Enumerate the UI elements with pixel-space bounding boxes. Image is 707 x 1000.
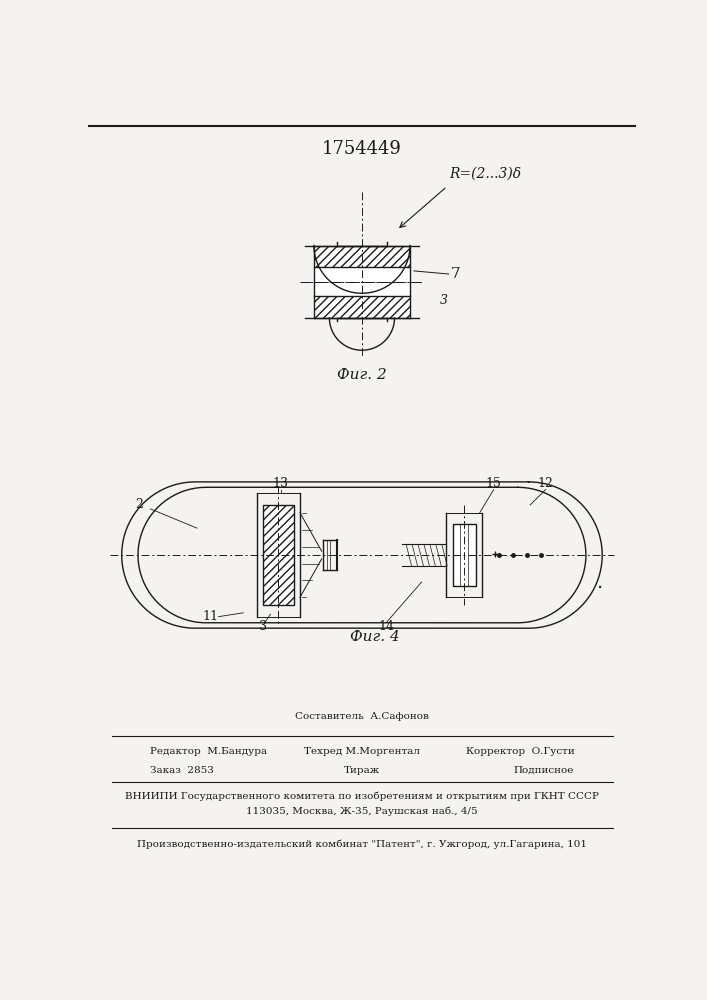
Text: 7: 7	[451, 267, 461, 281]
Bar	[263, 505, 293, 605]
Text: Фиг. 4: Фиг. 4	[350, 630, 400, 644]
Text: .: .	[597, 572, 603, 591]
Text: R=(2...3)δ: R=(2...3)δ	[449, 167, 521, 181]
Text: 3: 3	[259, 620, 267, 633]
Bar	[452, 524, 476, 586]
Text: ВНИИПИ Государственного комитета по изобретениям и открытиям при ГКНТ СССР: ВНИИПИ Государственного комитета по изоб…	[125, 791, 599, 801]
Text: Подписное: Подписное	[514, 766, 574, 775]
Text: Заказ  2853: Заказ 2853	[151, 766, 214, 775]
Text: 113035, Москва, Ж-35, Раушская наб., 4/5: 113035, Москва, Ж-35, Раушская наб., 4/5	[246, 807, 478, 816]
Text: 3: 3	[440, 294, 448, 307]
Bar	[314, 296, 410, 318]
Text: Производственно-издательский комбинат "Патент", г. Ужгород, ул.Гагарина, 101: Производственно-издательский комбинат "П…	[137, 839, 587, 849]
Text: 11: 11	[203, 610, 219, 623]
Text: 14: 14	[379, 620, 395, 633]
Text: Составитель  А.Сафонов: Составитель А.Сафонов	[295, 712, 429, 721]
Text: 1754449: 1754449	[322, 140, 402, 158]
Text: 15: 15	[486, 477, 502, 490]
Text: Редактор  М.Бандура: Редактор М.Бандура	[151, 747, 267, 756]
Text: Корректор  О.Густи: Корректор О.Густи	[465, 747, 574, 756]
Text: 12: 12	[538, 477, 554, 490]
Text: Техред М.Моргентал: Техред М.Моргентал	[304, 747, 420, 756]
Text: 2: 2	[135, 498, 143, 512]
Text: Фиг. 2: Фиг. 2	[337, 368, 387, 382]
Bar	[314, 246, 410, 267]
Bar	[314, 267, 410, 296]
Text: 13: 13	[273, 477, 288, 490]
Text: Тираж: Тираж	[344, 766, 380, 775]
